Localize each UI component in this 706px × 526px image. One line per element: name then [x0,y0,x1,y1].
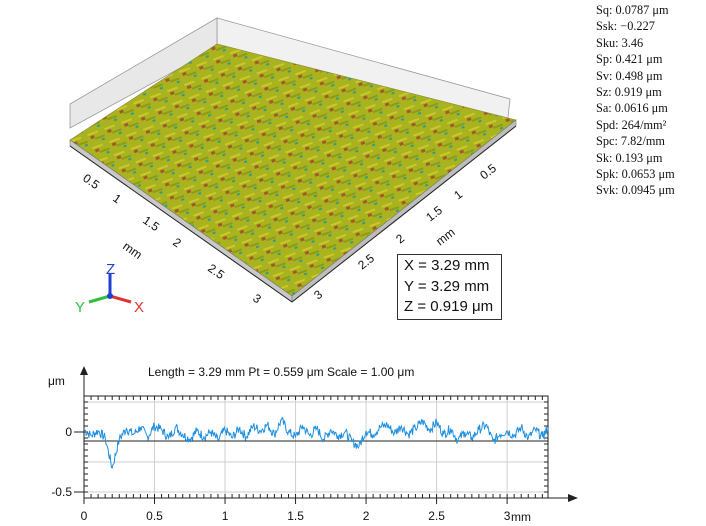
left-axis-tick-1: 1 [110,191,124,206]
x-tick-label-3: 1.5 [287,509,304,523]
x-tick-label-1: 0.5 [146,509,163,523]
x-tick-labels: 0 0.5 1 1.5 2 2.5 3 [81,498,511,523]
x-tick-label-2: 1 [222,509,229,523]
parameter-2: Sku: 3.46 [596,35,644,50]
right-axis-tick-2: 1.5 [423,203,445,225]
chart-title: Length = 3.29 mm Pt = 0.559 μm Scale = 1… [148,365,414,379]
left-axis-tick-2: 1.5 [140,213,162,234]
surface-3d-view: 0.5 1 1.5 2 2.5 3 mm 0.5 1 1.5 2 2.5 3 mm Z X Y [69,17,517,316]
plot-frame [83,395,549,499]
right-axis-tick-4: 2.5 [355,251,377,273]
left-axis-unit: mm [120,239,144,262]
parameter-1: Ssk: −0.227 [596,19,655,34]
left-axis-tick-0: 0.5 [80,171,102,192]
axis-ticks [83,395,548,499]
grid [83,396,548,498]
axis-triad: Z X Y [75,261,144,316]
x-tick-label-4: 2 [363,509,370,523]
parameter-5: Sz: 0.919 μm [596,85,662,100]
surface-box [69,17,517,303]
triad-z-label: Z [106,261,115,278]
right-axis-tick-5: 3 [311,287,325,302]
triad-y-label: Y [75,299,85,316]
parameter-3: Sp: 0.421 μm [596,52,663,67]
parameter-11: Svk: 0.0945 μm [596,183,675,198]
parameter-list: Sq: 0.0787 μm Ssk: −0.227 Sku: 3.46 Sp: 0.4… [596,2,675,199]
profile-chart: Length = 3.29 mm Pt = 0.559 μm Scale = 1… [48,365,578,524]
right-axis-tick-3: 2 [393,231,407,246]
y-tick-labels: 0 -0.5 [51,425,84,499]
y-tick-label-1: -0.5 [51,485,72,499]
parameter-9: Sk: 0.193 μm [596,150,663,165]
parameter-8: Spc: 7.82/mm [596,134,666,149]
profile-series-line [83,416,549,469]
y-axis-label: μm [48,374,65,388]
x-tick-label-6: 3 [504,509,511,523]
y-arrowhead [80,366,88,375]
y-tick-label-0: 0 [65,425,72,439]
parameter-6: Sa: 0.0616 μm [596,101,668,116]
left-axis-tick-4: 2.5 [205,261,227,282]
x-axis-label: mm [511,510,531,524]
dimension-z: Z = 0.919 μm [404,298,494,315]
x-tick-label-5: 2.5 [428,509,445,523]
parameter-0: Sq: 0.0787 μm [596,3,669,17]
right-axis-unit: mm [433,225,457,248]
right-axis-tick-0: 0.5 [477,161,499,183]
x-arrowhead [568,494,578,502]
x-tick-label-0: 0 [81,509,88,523]
left-axis-tick-3: 2 [170,235,184,250]
parameter-4: Sv: 0.498 μm [596,68,663,83]
left-axis-tick-5: 3 [250,291,264,306]
parameter-10: Spk: 0.0653 μm [596,167,675,182]
triad-x-label: X [134,299,144,316]
right-axis-tick-1: 1 [451,187,465,202]
dimensions-box: X = 3.29 mm Y = 3.29 mm Z = 0.919 μm [397,254,502,320]
parameter-7: Spd: 264/mm² [596,117,667,132]
dimension-y: Y = 3.29 mm [404,277,490,295]
dimension-x: X = 3.29 mm [404,257,490,274]
